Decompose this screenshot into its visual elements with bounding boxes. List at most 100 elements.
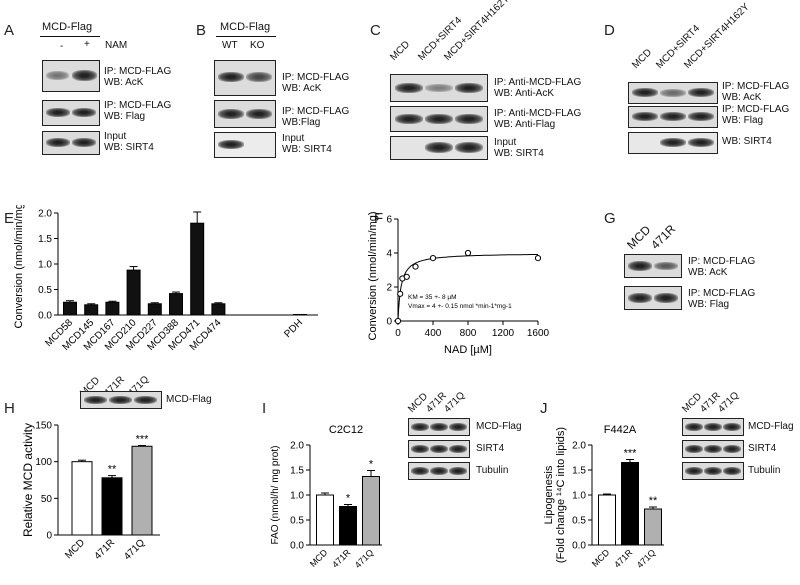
lane-minus: - [60,41,64,52]
blot-label: Tubulin [476,465,509,476]
bar [316,494,334,546]
data-point [534,255,542,262]
blot-label-1: IP: MCD-FLAG WB: AcK [722,81,790,103]
data-point [429,255,437,262]
chart-i: 0.0 0.5 1.0 1.5 2.0 FAO (nmol/h/ mg prot) C2C1… [270,424,382,570]
lane-label: MCD [624,222,654,252]
y-tick-label: 0.5 [38,285,52,296]
blot-ack [214,60,276,96]
blot-label-1: IP: Anti-MCD-FLAG WB: Anti-AcK [494,77,582,99]
significance-label: ** [108,464,117,476]
lane-label: 471R [648,221,679,252]
y-tick-label: 4 [386,249,392,260]
lane-label: 471Q [442,389,468,415]
data-point [403,273,410,280]
x-tick-label: 471R [612,547,635,570]
data-point [397,290,404,297]
blot-tubulin [408,462,470,480]
bar [621,462,639,546]
significance-label: ** [649,495,658,507]
blot-sirt4 [408,440,470,458]
bar [147,303,162,316]
x-tick-label: PDH [282,317,305,340]
x-tick-label: 1600 [527,328,550,339]
bar [126,269,141,316]
blot-label-1: IP: MCD-FLAG WB: AcK [104,66,172,88]
x-tick-label: 471Q [122,537,147,562]
blot-sirt4 [390,136,488,160]
y-tick-label: 1.5 [572,466,586,477]
y-tick-label: 1.0 [572,491,586,502]
y-tick-label: 2.0 [572,441,586,452]
bar [190,222,205,316]
panel-letter-b: B [196,22,207,39]
blot-label-2: IP: Anti-MCD-FLAG WB: Anti-Flag [494,108,582,130]
header-underline [40,36,100,37]
blot-label-3: Input WB: SIRT4 [282,133,332,155]
chart-f: 0 2 4 6 0 400 800 1200 1600 NAD [µM] Conversion (n… [367,212,550,356]
blot-label: MCD-Flag [748,421,794,432]
header-mcd-flag: MCD-Flag [220,21,271,33]
blot-label-2: IP: MCD-FLAG WB: Flag [104,100,172,122]
blot-label-3: WB: SIRT4 [722,136,772,147]
y-axis-label: (Fold change ¹⁴C into lipids) [555,427,567,563]
panel-letter-h: H [4,400,15,417]
y-axis-label: Conversion (nmol/min/mg) [13,205,25,328]
y-tick-label: 2.0 [290,441,304,452]
fit-curve [397,254,538,321]
significance-label: * [346,493,351,505]
blot-label-2: IP: MCD-FLAG WB: Flag [722,104,790,126]
header-mcd-flag: MCD-Flag [42,21,93,33]
panel-letter-f: F [374,210,384,227]
y-tick-label: 2 [386,283,392,294]
bar [101,477,123,536]
lane-plus: + [84,39,90,50]
bar [362,476,380,546]
bar [293,313,307,316]
y-tick-label: 100 [35,457,52,468]
panel-letter-e: E [4,210,15,227]
significance-label: *** [624,448,638,460]
bar [71,461,93,536]
blot-sirt4 [628,132,718,154]
x-tick-label: 0 [395,328,401,339]
x-tick-label: MCD [308,547,330,569]
y-tick-label: 150 [35,421,52,432]
blot-sirt4 [42,131,100,155]
x-tick-label: 400 [425,328,442,339]
blot-ack [42,60,100,92]
y-axis-label: FAO (nmol/h/ mg prot) [270,446,281,545]
blot-label: Tubulin [748,465,781,476]
y-tick-label: 1.0 [38,260,52,271]
lane-label: 471Q [716,389,742,415]
blot-label: SIRT4 [476,443,505,454]
y-tick-label: 0 [46,531,52,542]
bar [644,508,662,546]
data-point [394,317,402,325]
y-tick-label: 1.5 [290,466,304,477]
blot-mcd-flag [682,418,744,436]
lane-ko: KO [250,40,265,51]
x-tick-label: MCD [590,547,612,569]
annotation: KM = 35 +- 8 µM [408,294,457,301]
chart-title: C2C12 [329,424,363,436]
blot-mcd-flag [80,391,162,409]
panel-letter-c: C [370,22,381,39]
annotation: Vmax = 4 +- 0.15 nmol *min-1*mg-1 [408,303,512,310]
significance-label: *** [136,434,150,446]
panel-letter-a: A [4,22,15,39]
data-point [412,263,419,270]
bar [598,494,616,546]
blot-label-2: IP: MCD-FLAG WB:Flag [282,106,350,128]
bar [339,506,357,546]
y-tick-label: 0.5 [290,516,304,527]
x-tick-label: 471Q [635,547,658,570]
blot-label: MCD-Flag [166,394,212,405]
header-underline [216,36,276,37]
blot-tubulin [682,462,744,480]
blot-label: SIRT4 [748,443,777,454]
nam-label: NAM [105,40,128,51]
y-tick-label: 0.0 [38,311,52,322]
blot-ack [390,74,488,102]
